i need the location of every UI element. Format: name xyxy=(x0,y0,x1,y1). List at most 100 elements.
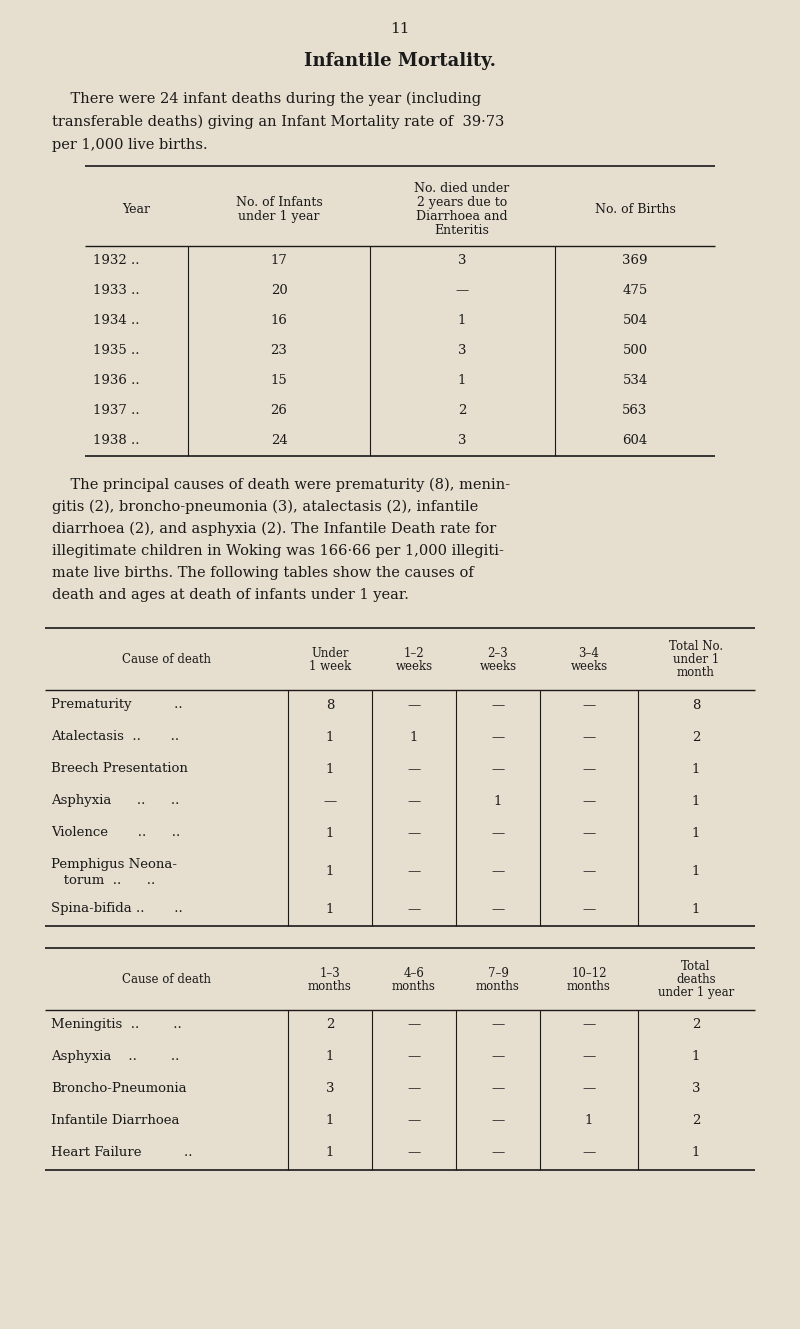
Text: —: — xyxy=(582,1018,596,1031)
Text: per 1,000 live births.: per 1,000 live births. xyxy=(52,138,208,152)
Text: 2: 2 xyxy=(326,1018,334,1031)
Text: 1: 1 xyxy=(692,865,700,878)
Text: —: — xyxy=(491,763,505,776)
Text: 1936 ..: 1936 .. xyxy=(93,373,140,387)
Text: 1–2: 1–2 xyxy=(404,647,424,661)
Text: 3: 3 xyxy=(458,435,466,447)
Text: —: — xyxy=(582,1146,596,1159)
Text: 4–6: 4–6 xyxy=(403,968,425,979)
Text: 3: 3 xyxy=(458,344,466,358)
Text: 1: 1 xyxy=(326,1146,334,1159)
Text: months: months xyxy=(567,979,611,993)
Text: under 1 year: under 1 year xyxy=(658,986,734,999)
Text: Asphyxia    ..        ..: Asphyxia .. .. xyxy=(51,1050,179,1063)
Text: 1: 1 xyxy=(692,1146,700,1159)
Text: torum  ..      ..: torum .. .. xyxy=(51,874,155,886)
Text: 1: 1 xyxy=(326,1050,334,1063)
Text: —: — xyxy=(582,763,596,776)
Text: —: — xyxy=(582,699,596,712)
Text: 1: 1 xyxy=(326,865,334,878)
Text: 1: 1 xyxy=(326,1114,334,1127)
Text: —: — xyxy=(407,1018,421,1031)
Text: 475: 475 xyxy=(622,284,648,296)
Text: Enteritis: Enteritis xyxy=(434,225,490,237)
Text: —: — xyxy=(407,1114,421,1127)
Text: —: — xyxy=(407,1146,421,1159)
Text: weeks: weeks xyxy=(479,661,517,672)
Text: 20: 20 xyxy=(270,284,287,296)
Text: 8: 8 xyxy=(692,699,700,712)
Text: Heart Failure          ..: Heart Failure .. xyxy=(51,1146,193,1159)
Text: 10–12: 10–12 xyxy=(571,968,606,979)
Text: —: — xyxy=(491,1114,505,1127)
Text: 1: 1 xyxy=(692,795,700,808)
Text: Infantile Diarrhoea: Infantile Diarrhoea xyxy=(51,1114,179,1127)
Text: 1: 1 xyxy=(692,1050,700,1063)
Text: 1935 ..: 1935 .. xyxy=(93,344,139,358)
Text: —: — xyxy=(582,731,596,744)
Text: mate live births. The following tables show the causes of: mate live births. The following tables s… xyxy=(52,566,474,579)
Text: —: — xyxy=(455,284,469,296)
Text: 534: 534 xyxy=(622,373,648,387)
Text: The principal causes of death were prematurity (8), menin-: The principal causes of death were prema… xyxy=(52,478,510,492)
Text: 1934 ..: 1934 .. xyxy=(93,314,139,327)
Text: 3: 3 xyxy=(692,1082,700,1095)
Text: Year: Year xyxy=(122,203,150,217)
Text: No. of Infants: No. of Infants xyxy=(236,195,322,209)
Text: 1: 1 xyxy=(692,902,700,916)
Text: 11: 11 xyxy=(390,23,410,36)
Text: Broncho-Pneumonia: Broncho-Pneumonia xyxy=(51,1082,186,1095)
Text: —: — xyxy=(407,865,421,878)
Text: 1: 1 xyxy=(458,373,466,387)
Text: —: — xyxy=(407,1082,421,1095)
Text: 2: 2 xyxy=(692,1114,700,1127)
Text: under 1 year: under 1 year xyxy=(238,210,320,223)
Text: 2: 2 xyxy=(458,404,466,417)
Text: Total: Total xyxy=(682,960,710,973)
Text: —: — xyxy=(582,865,596,878)
Text: Prematurity          ..: Prematurity .. xyxy=(51,698,182,711)
Text: months: months xyxy=(476,979,520,993)
Text: weeks: weeks xyxy=(570,661,607,672)
Text: Cause of death: Cause of death xyxy=(122,653,210,666)
Text: Infantile Mortality.: Infantile Mortality. xyxy=(304,52,496,70)
Text: 1: 1 xyxy=(326,902,334,916)
Text: 2–3: 2–3 xyxy=(488,647,508,661)
Text: —: — xyxy=(582,902,596,916)
Text: weeks: weeks xyxy=(395,661,433,672)
Text: 1932 ..: 1932 .. xyxy=(93,254,139,267)
Text: 24: 24 xyxy=(270,435,287,447)
Text: Breech Presentation: Breech Presentation xyxy=(51,762,188,775)
Text: —: — xyxy=(491,1018,505,1031)
Text: —: — xyxy=(582,795,596,808)
Text: 1: 1 xyxy=(458,314,466,327)
Text: Cause of death: Cause of death xyxy=(122,973,210,986)
Text: —: — xyxy=(582,1050,596,1063)
Text: —: — xyxy=(491,827,505,840)
Text: Spina-bifida ..       ..: Spina-bifida .. .. xyxy=(51,902,182,914)
Text: gitis (2), broncho-pneumonia (3), atalectasis (2), infantile: gitis (2), broncho-pneumonia (3), atalec… xyxy=(52,500,478,514)
Text: diarrhoea (2), and asphyxia (2). The Infantile Death rate for: diarrhoea (2), and asphyxia (2). The Inf… xyxy=(52,522,496,537)
Text: 604: 604 xyxy=(622,435,648,447)
Text: Atalectasis  ..       ..: Atalectasis .. .. xyxy=(51,730,179,743)
Text: —: — xyxy=(407,795,421,808)
Text: 16: 16 xyxy=(270,314,287,327)
Text: 3: 3 xyxy=(458,254,466,267)
Text: 8: 8 xyxy=(326,699,334,712)
Text: 7–9: 7–9 xyxy=(487,968,509,979)
Text: 1938 ..: 1938 .. xyxy=(93,435,139,447)
Text: 504: 504 xyxy=(622,314,647,327)
Text: Total No.: Total No. xyxy=(669,641,723,653)
Text: —: — xyxy=(491,1146,505,1159)
Text: 1: 1 xyxy=(494,795,502,808)
Text: Under: Under xyxy=(311,647,349,661)
Text: 1: 1 xyxy=(326,827,334,840)
Text: 1: 1 xyxy=(326,763,334,776)
Text: —: — xyxy=(407,763,421,776)
Text: 1: 1 xyxy=(410,731,418,744)
Text: 23: 23 xyxy=(270,344,287,358)
Text: 369: 369 xyxy=(622,254,648,267)
Text: —: — xyxy=(407,699,421,712)
Text: 26: 26 xyxy=(270,404,287,417)
Text: —: — xyxy=(582,827,596,840)
